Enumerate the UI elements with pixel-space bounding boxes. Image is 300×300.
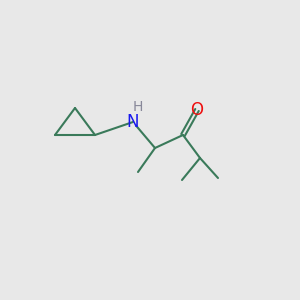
Text: H: H <box>133 100 143 114</box>
Text: N: N <box>127 113 139 131</box>
Text: O: O <box>190 101 203 119</box>
